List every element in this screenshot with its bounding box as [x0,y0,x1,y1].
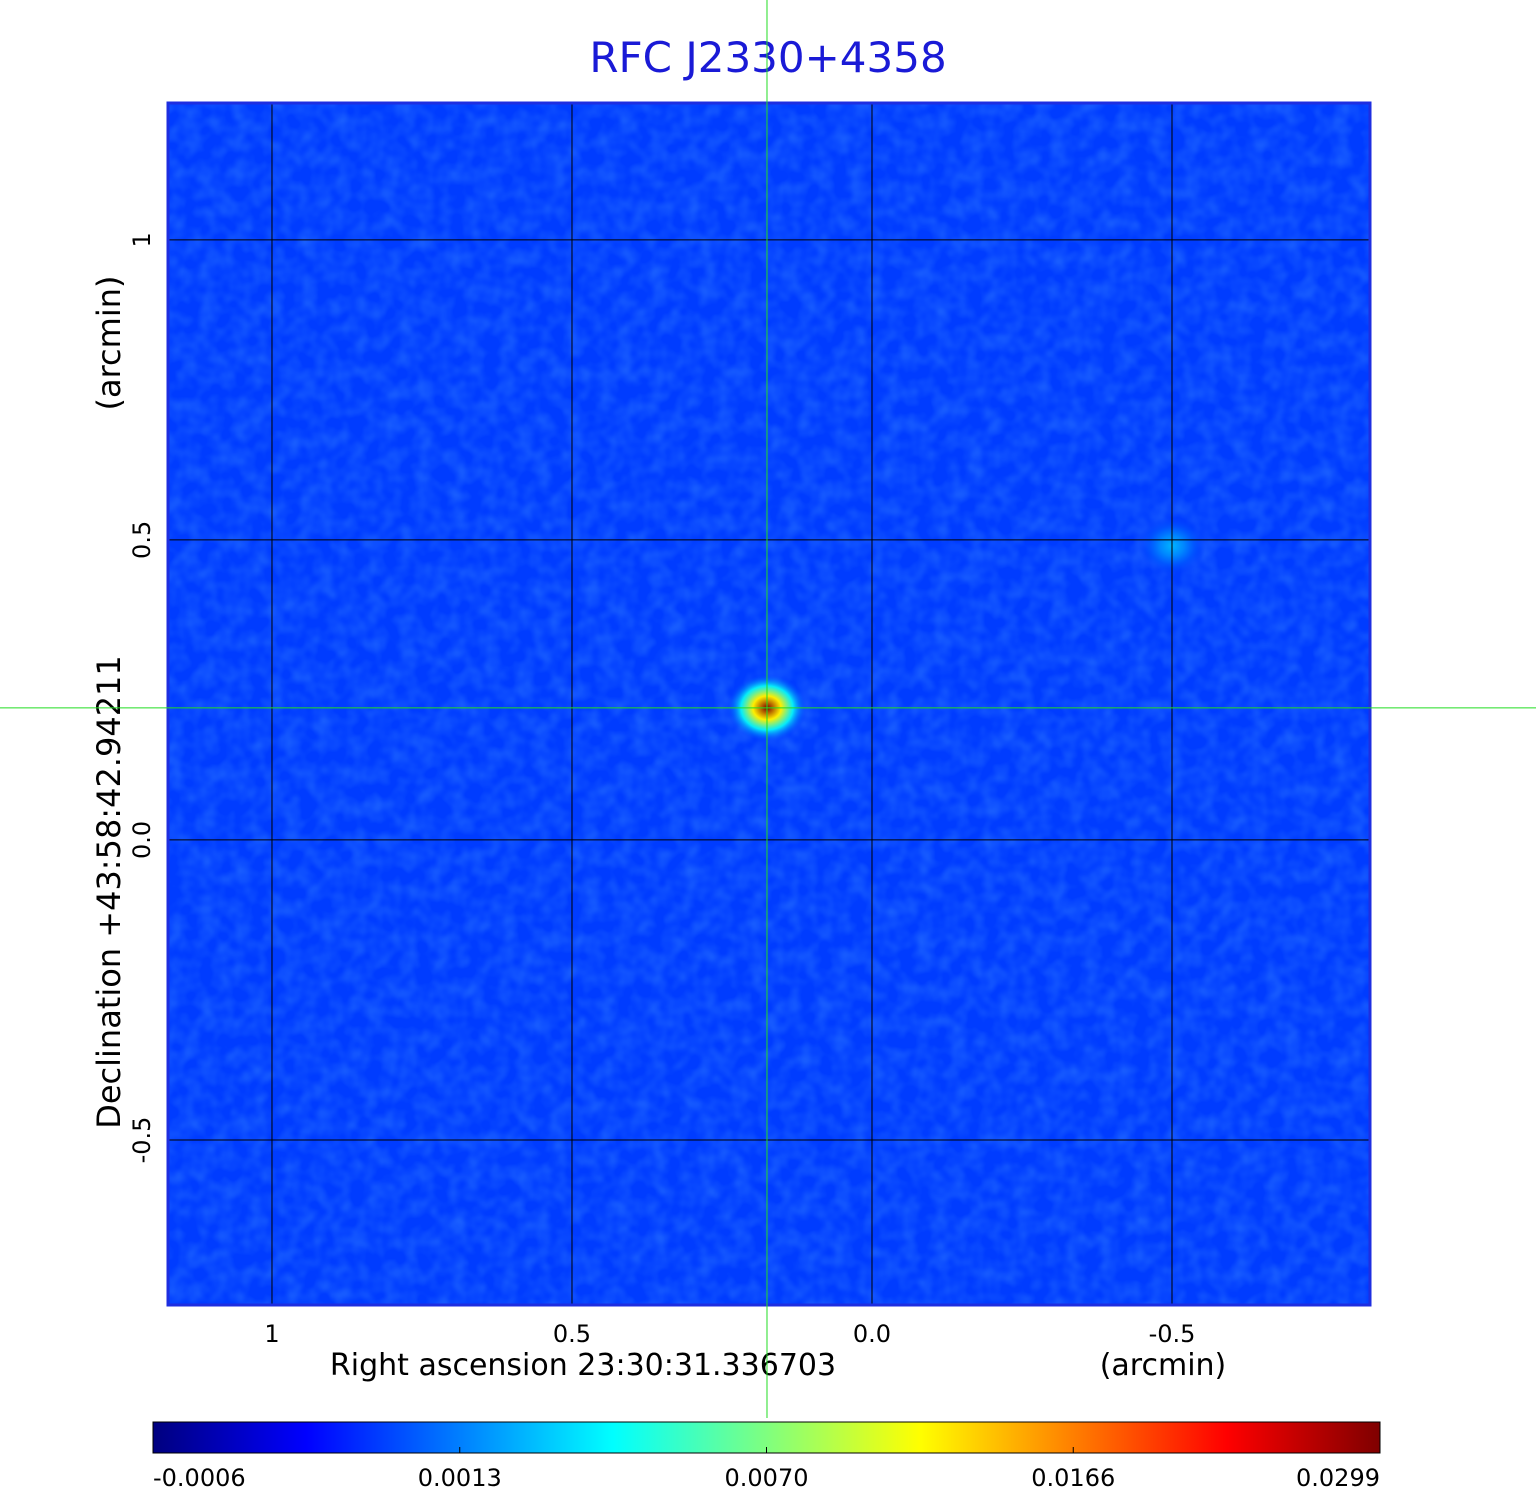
colorbar-tick-label: 0.0070 [725,1464,809,1492]
x-tick-label: 0.5 [553,1320,591,1348]
colorbar-tick-label: -0.0006 [153,1464,246,1492]
y-tick-label: 0.5 [128,521,156,559]
colorbar-tick-label: 0.0166 [1031,1464,1115,1492]
colorbar-tick-label: 0.0013 [418,1464,502,1492]
x-axis-label: Right ascension 23:30:31.336703 [330,1348,836,1383]
y-tick-label: 0.0 [128,821,156,859]
plot-frame [166,101,1372,1307]
x-tick-label: -0.5 [1149,1320,1196,1348]
y-axis-label: Declination +43:58:42.94211 [90,655,128,1129]
y-axis-unit: (arcmin) [90,276,128,411]
x-tick-label: 0.0 [853,1320,891,1348]
x-axis-unit: (arcmin) [1100,1348,1227,1383]
x-tick-label: 1 [264,1320,279,1348]
chart-title: RFC J2330+4358 [589,33,946,82]
y-tick-label: -0.5 [128,1117,156,1164]
y-tick-label: 1 [128,232,156,247]
colorbar-tick-label: 0.0299 [1296,1464,1380,1492]
